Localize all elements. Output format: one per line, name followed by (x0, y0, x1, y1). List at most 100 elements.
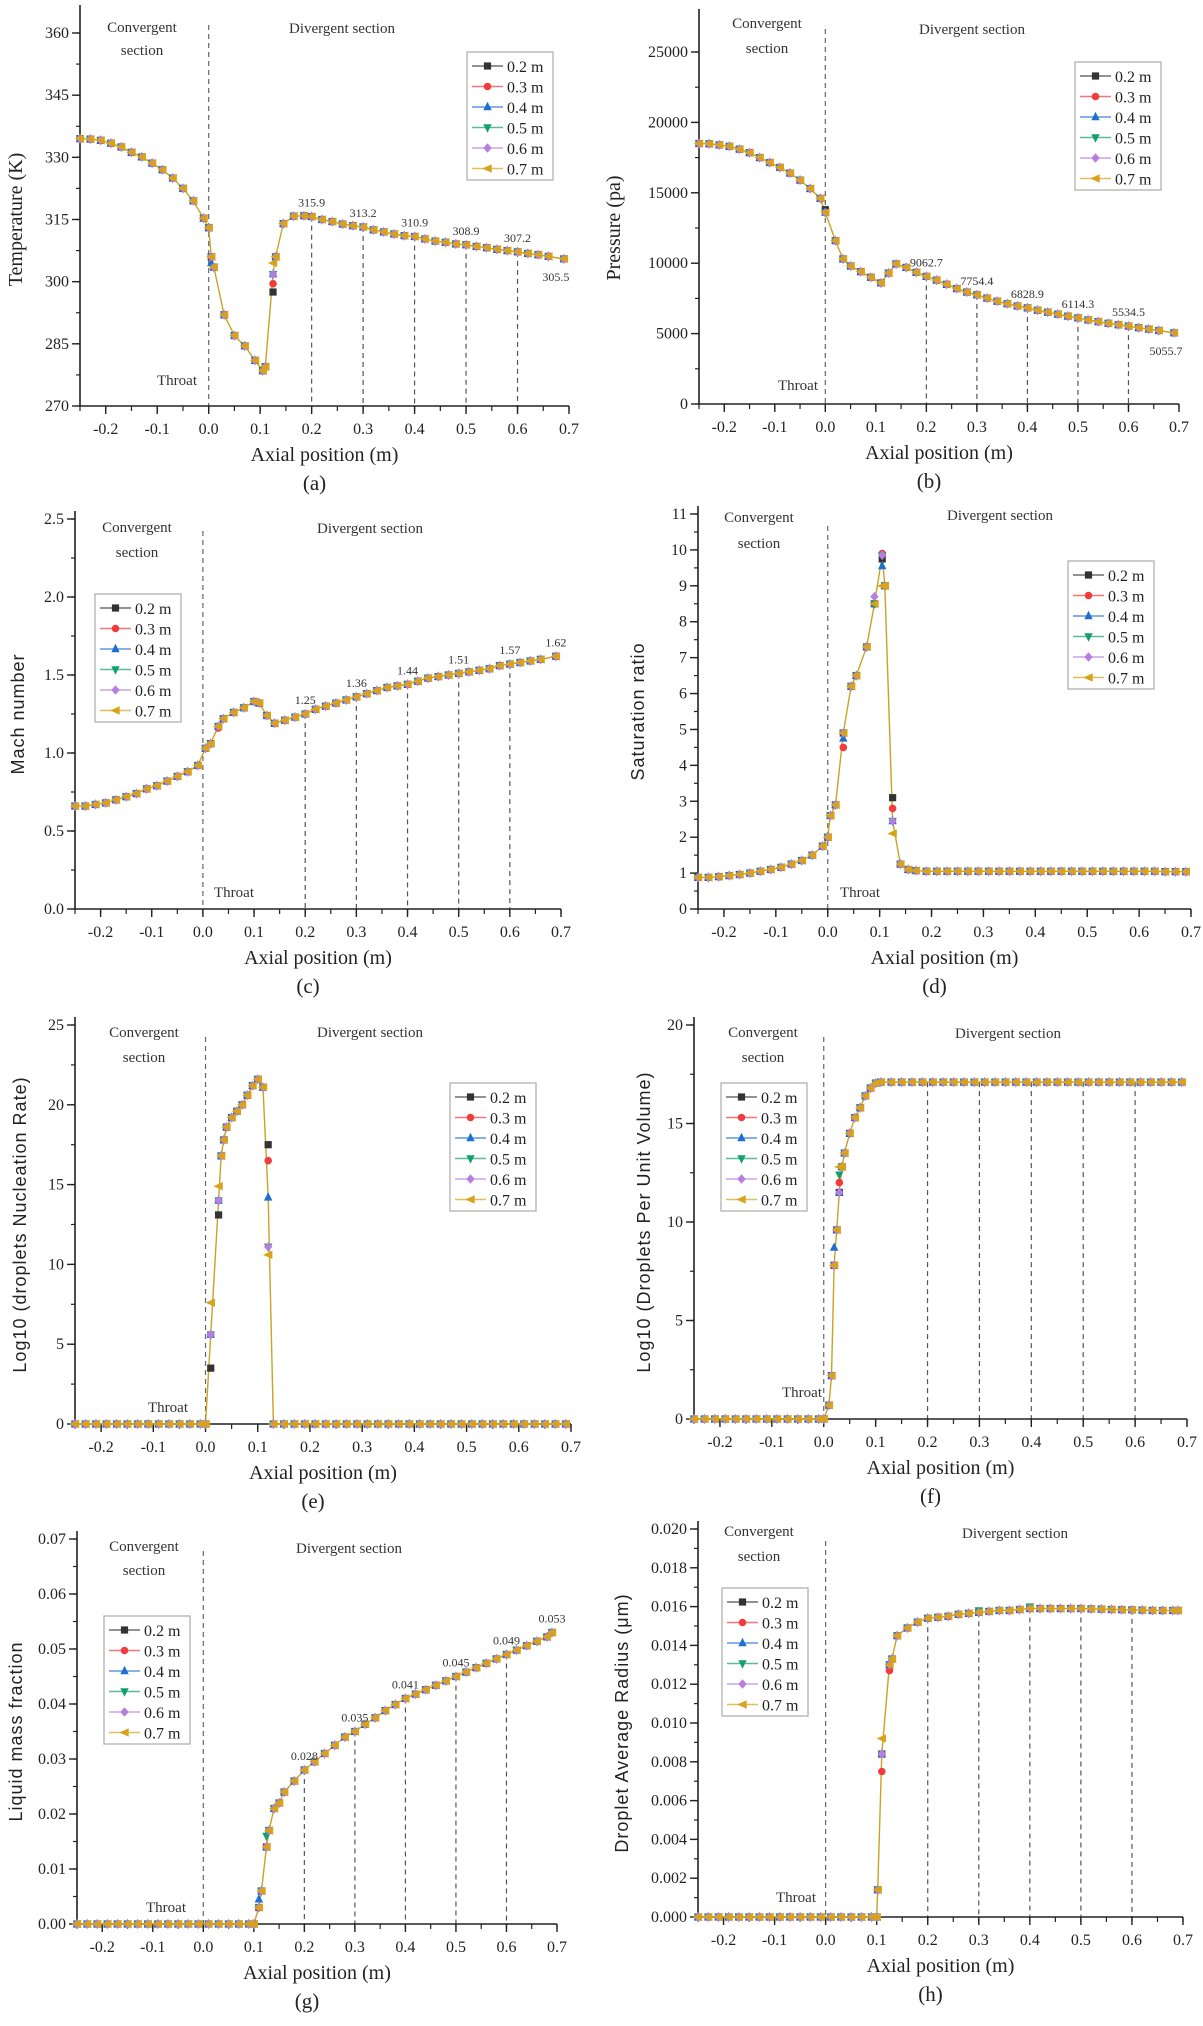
marker-triangle-left (369, 1713, 380, 1722)
marker-triangle-left (764, 158, 774, 167)
marker-triangle-left (203, 223, 213, 232)
marker-triangle-down (262, 1832, 271, 1842)
value-label: 0.045 (442, 1656, 469, 1670)
y-tick-label: 0.000 (651, 1909, 687, 1926)
marker-triangle-left (502, 246, 512, 255)
marker-triangle-left (886, 1654, 897, 1664)
marker-triangle-left (1159, 867, 1170, 876)
marker-triangle-left (1041, 1077, 1052, 1087)
marker-triangle-left (162, 1919, 173, 1929)
marker-triangle-left (188, 196, 198, 206)
x-tick-label: 0.6 (1125, 1434, 1145, 1451)
x-tick-label: 0.4 (1017, 419, 1037, 436)
marker-triangle-left (470, 1663, 481, 1672)
throat-label: Throat (146, 1900, 187, 1916)
marker-triangle-left (825, 811, 835, 820)
marker-triangle-left (1004, 1606, 1014, 1615)
legend-marker-square (111, 604, 120, 612)
x-tick-label: 0.3 (352, 1439, 372, 1456)
marker-triangle-left (368, 225, 378, 235)
marker-circle (888, 804, 897, 813)
legend-label: 0.7 m (761, 1193, 798, 1210)
marker-triangle-left (400, 1694, 410, 1703)
marker-triangle-left (1097, 867, 1107, 876)
y-tick-label: 0.05 (38, 1641, 66, 1658)
marker-triangle-left (1024, 867, 1035, 876)
legend-box (720, 1082, 808, 1212)
convergent-label-line2: section (738, 1549, 781, 1565)
value-label: 5534.5 (1112, 305, 1145, 319)
y-tick-label: 0.014 (651, 1637, 687, 1654)
marker-triangle-left (105, 139, 116, 148)
x-tick-label: 0.7 (551, 924, 571, 941)
marker-triangle-left (172, 772, 182, 781)
x-tick-label: 0.2 (300, 1439, 320, 1456)
marker-triangle-left (351, 1419, 362, 1429)
marker-triangle-left (890, 259, 901, 269)
x-tick-label: 0.5 (1077, 924, 1097, 941)
marker-triangle-left (433, 672, 443, 681)
marker-triangle-left (381, 683, 392, 692)
y-tick-label: 270 (45, 398, 69, 415)
legend-label: 0.4 m (135, 642, 172, 659)
y-tick-label: 5 (56, 1336, 64, 1353)
marker-triangle-left (337, 219, 347, 229)
y-axis-title: Log10 (droplets Nucleation Rate) (10, 1076, 30, 1372)
marker-triangle-left (941, 867, 952, 876)
marker-triangle-left (1145, 1077, 1155, 1087)
marker-triangle-left (979, 1077, 989, 1087)
legend-marker-triangle-down (737, 1155, 746, 1164)
marker-triangle-left (193, 1919, 203, 1929)
marker-triangle-left (460, 240, 471, 249)
legend-label: 0.5 m (144, 1685, 181, 1702)
marker-triangle-left (870, 1078, 880, 1088)
marker-triangle-left (508, 1419, 518, 1429)
marker-triangle-left (1035, 867, 1045, 876)
marker-triangle-left (269, 719, 279, 728)
marker-triangle-left (902, 1623, 912, 1633)
legend-marker-triangle-left (482, 164, 492, 173)
marker-triangle-left (236, 1100, 247, 1109)
marker-triangle-left (512, 247, 522, 257)
marker-triangle-left (412, 677, 422, 686)
marker-triangle-left (1004, 867, 1014, 876)
legend-label: 0.7 m (490, 1193, 527, 1210)
marker-triangle-left (146, 158, 157, 168)
y-tick-label: 10 (48, 1256, 64, 1273)
series-0.7m (693, 139, 1179, 338)
marker-triangle-left (419, 234, 430, 244)
y-tick-label: 4 (679, 757, 687, 774)
legend-box (721, 1587, 809, 1717)
x-tick-label: 0.7 (559, 421, 579, 438)
marker-triangle-left (518, 1419, 529, 1429)
x-tick-label: -0.2 (88, 1439, 113, 1456)
marker-triangle-left (994, 1606, 1004, 1615)
y-tick-label: 360 (45, 25, 69, 42)
y-tick-label: 0.07 (38, 1531, 66, 1548)
y-tick-label: 0 (679, 901, 687, 918)
marker-triangle-left (815, 194, 825, 203)
value-label: 1.36 (346, 676, 367, 690)
x-axis-title: Axial position (m) (865, 442, 1013, 464)
x-tick-label: 0.5 (446, 1939, 466, 1956)
y-tick-label: 0.01 (38, 1861, 66, 1878)
legend-marker-triangle-up (466, 1132, 475, 1142)
marker-square (889, 794, 897, 802)
marker-triangle-left (1062, 1077, 1072, 1087)
legend-marker-triangle-down (483, 124, 492, 133)
marker-triangle-up (254, 1894, 264, 1903)
marker-triangle-left (1093, 1077, 1103, 1087)
x-axis-title: Axial position (m) (243, 1962, 391, 1984)
x-axis-title: Axial position (m) (867, 1955, 1015, 1977)
marker-triangle-left (1106, 1605, 1116, 1614)
y-tick-label: 345 (45, 87, 69, 104)
marker-triangle-left (906, 1077, 917, 1087)
x-tick-label: 0.0 (815, 419, 835, 436)
marker-triangle-left (543, 252, 553, 261)
legend-marker-circle (120, 1646, 129, 1655)
x-tick-label: 0.2 (918, 1434, 938, 1451)
x-tick-label: 0.1 (250, 421, 270, 438)
marker-triangle-left (456, 1419, 466, 1429)
marker-triangle-left (383, 1419, 393, 1429)
marker-triangle-left (268, 1804, 279, 1813)
